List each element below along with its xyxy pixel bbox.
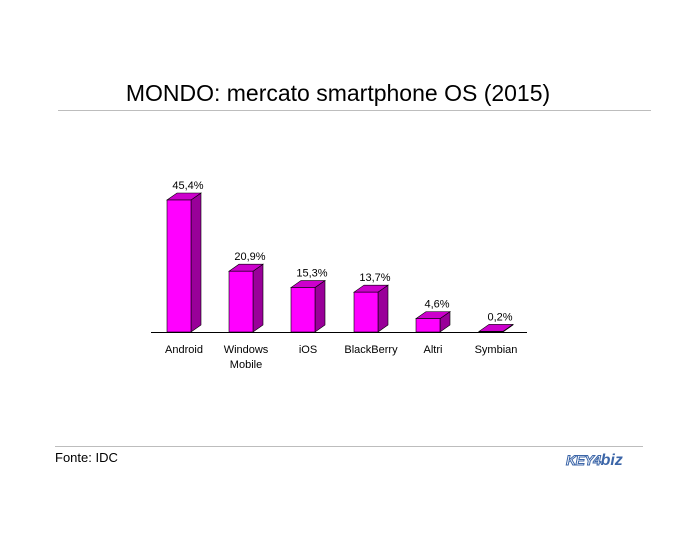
category-label: iOS (298, 344, 318, 356)
category-label: BlackBerry (344, 344, 398, 356)
bar-ios (290, 279, 326, 333)
brand-logo: KEY4biz (566, 452, 623, 470)
bar-front (166, 199, 192, 333)
bar-side (314, 279, 326, 333)
bar-side (190, 192, 202, 333)
bar-front (353, 291, 379, 333)
footer-divider (55, 446, 643, 447)
bar-top (478, 324, 514, 332)
chart-title: MONDO: mercato smartphone OS (2015) (125, 80, 551, 106)
bar-front (290, 287, 316, 333)
bar-side (377, 284, 389, 333)
data-label: 4,6% (424, 299, 449, 311)
bar-blackberry (353, 284, 389, 333)
data-label: 45,4% (172, 180, 203, 192)
category-label: Android (165, 344, 203, 356)
bar-symbian (478, 323, 514, 333)
bar-android (166, 192, 202, 333)
source-note: Fonte: IDC (55, 450, 118, 465)
data-label: 0,2% (487, 311, 512, 323)
category-label: Altri (423, 344, 443, 356)
bar-side (252, 263, 264, 333)
data-label: 15,3% (296, 268, 327, 280)
data-label: 20,9% (234, 251, 265, 263)
data-label: 13,7% (359, 272, 390, 284)
bar-front (228, 270, 254, 333)
bar-front (478, 331, 504, 333)
bar-altri (415, 311, 451, 333)
category-label: Windows Mobile (223, 344, 269, 371)
title-divider (58, 110, 651, 111)
category-label: Symbian (474, 344, 518, 356)
bar-front (415, 318, 441, 333)
bar-windows-mobile (228, 263, 264, 333)
